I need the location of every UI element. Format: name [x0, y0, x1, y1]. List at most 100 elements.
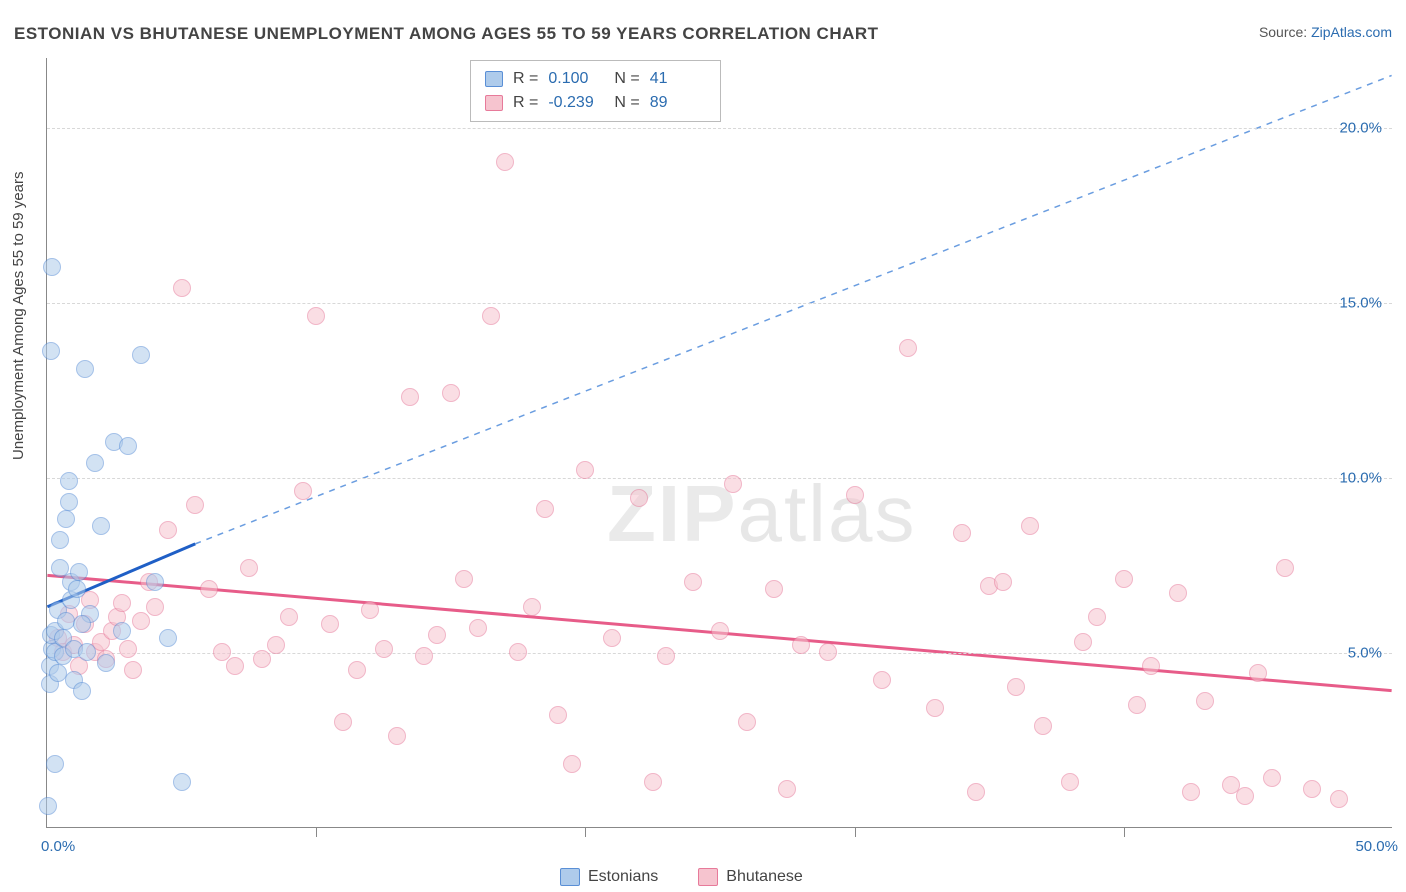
legend-item-estonians: Estonians [560, 868, 658, 886]
data-point [173, 773, 191, 791]
stats-legend: R = 0.100 N = 41 R = -0.239 N = 89 [470, 60, 721, 122]
x-tick-max: 50.0% [1355, 838, 1398, 855]
data-point [482, 307, 500, 325]
data-point [1142, 657, 1160, 675]
data-point [124, 661, 142, 679]
y-tick-label: 20.0% [1339, 120, 1382, 137]
data-point [469, 619, 487, 637]
data-point [60, 493, 78, 511]
trend-lines [47, 58, 1392, 827]
data-point [70, 563, 88, 581]
data-point [73, 682, 91, 700]
data-point [200, 580, 218, 598]
data-point [132, 346, 150, 364]
y-tick-label: 10.0% [1339, 470, 1382, 487]
gridline [47, 303, 1392, 304]
n-label: N = [614, 67, 639, 91]
stats-row-estonians: R = 0.100 N = 41 [485, 67, 706, 91]
data-point [953, 524, 971, 542]
data-point [146, 573, 164, 591]
r-value-estonians: 0.100 [548, 67, 604, 91]
data-point [496, 153, 514, 171]
watermark: ZIPatlas [607, 468, 916, 560]
data-point [1236, 787, 1254, 805]
swatch-bhutanese-icon [485, 95, 503, 111]
legend-item-bhutanese: Bhutanese [698, 868, 803, 886]
data-point [765, 580, 783, 598]
chart-title: ESTONIAN VS BHUTANESE UNEMPLOYMENT AMONG… [14, 24, 879, 44]
data-point [388, 727, 406, 745]
data-point [738, 713, 756, 731]
data-point [78, 643, 96, 661]
data-point [375, 640, 393, 658]
n-value-bhutanese: 89 [650, 91, 706, 115]
data-point [455, 570, 473, 588]
data-point [523, 598, 541, 616]
data-point [42, 342, 60, 360]
data-point [39, 797, 57, 815]
data-point [86, 454, 104, 472]
data-point [442, 384, 460, 402]
source-prefix: Source: [1259, 24, 1311, 40]
gridline [47, 128, 1392, 129]
data-point [549, 706, 567, 724]
y-tick-label: 15.0% [1339, 295, 1382, 312]
watermark-bold: ZIP [607, 469, 737, 558]
x-tick [316, 827, 317, 837]
data-point [1196, 692, 1214, 710]
gridline [47, 653, 1392, 654]
x-tick [855, 827, 856, 837]
source-link[interactable]: ZipAtlas.com [1311, 24, 1392, 40]
swatch-estonians-icon [560, 868, 580, 886]
data-point [307, 307, 325, 325]
data-point [1182, 783, 1200, 801]
data-point [819, 643, 837, 661]
data-point [60, 472, 78, 490]
data-point [684, 573, 702, 591]
swatch-bhutanese-icon [698, 868, 718, 886]
data-point [711, 622, 729, 640]
data-point [1276, 559, 1294, 577]
data-point [240, 559, 258, 577]
data-point [657, 647, 675, 665]
r-label: R = [513, 91, 538, 115]
data-point [1303, 780, 1321, 798]
data-point [603, 629, 621, 647]
data-point [1263, 769, 1281, 787]
data-point [132, 612, 150, 630]
data-point [186, 496, 204, 514]
data-point [280, 608, 298, 626]
data-point [1061, 773, 1079, 791]
source-attribution: Source: ZipAtlas.com [1259, 24, 1392, 40]
data-point [509, 643, 527, 661]
data-point [967, 783, 985, 801]
data-point [97, 654, 115, 672]
data-point [159, 629, 177, 647]
chart-area: ZIPatlas 0.0% 50.0% 5.0%10.0%15.0%20.0% [46, 58, 1392, 828]
swatch-estonians-icon [485, 71, 503, 87]
data-point [1007, 678, 1025, 696]
data-point [644, 773, 662, 791]
data-point [926, 699, 944, 717]
data-point [113, 622, 131, 640]
data-point [73, 615, 91, 633]
data-point [1115, 570, 1133, 588]
data-point [1169, 584, 1187, 602]
data-point [1128, 696, 1146, 714]
data-point [68, 580, 86, 598]
data-point [1249, 664, 1267, 682]
x-tick [585, 827, 586, 837]
data-point [1088, 608, 1106, 626]
data-point [576, 461, 594, 479]
data-point [361, 601, 379, 619]
data-point [1330, 790, 1348, 808]
legend-label-estonians: Estonians [588, 868, 658, 886]
y-axis-label: Unemployment Among Ages 55 to 59 years [10, 171, 27, 460]
stats-row-bhutanese: R = -0.239 N = 89 [485, 91, 706, 115]
y-tick-label: 5.0% [1348, 645, 1382, 662]
data-point [994, 573, 1012, 591]
n-label: N = [614, 91, 639, 115]
data-point [226, 657, 244, 675]
r-value-bhutanese: -0.239 [548, 91, 604, 115]
data-point [213, 643, 231, 661]
